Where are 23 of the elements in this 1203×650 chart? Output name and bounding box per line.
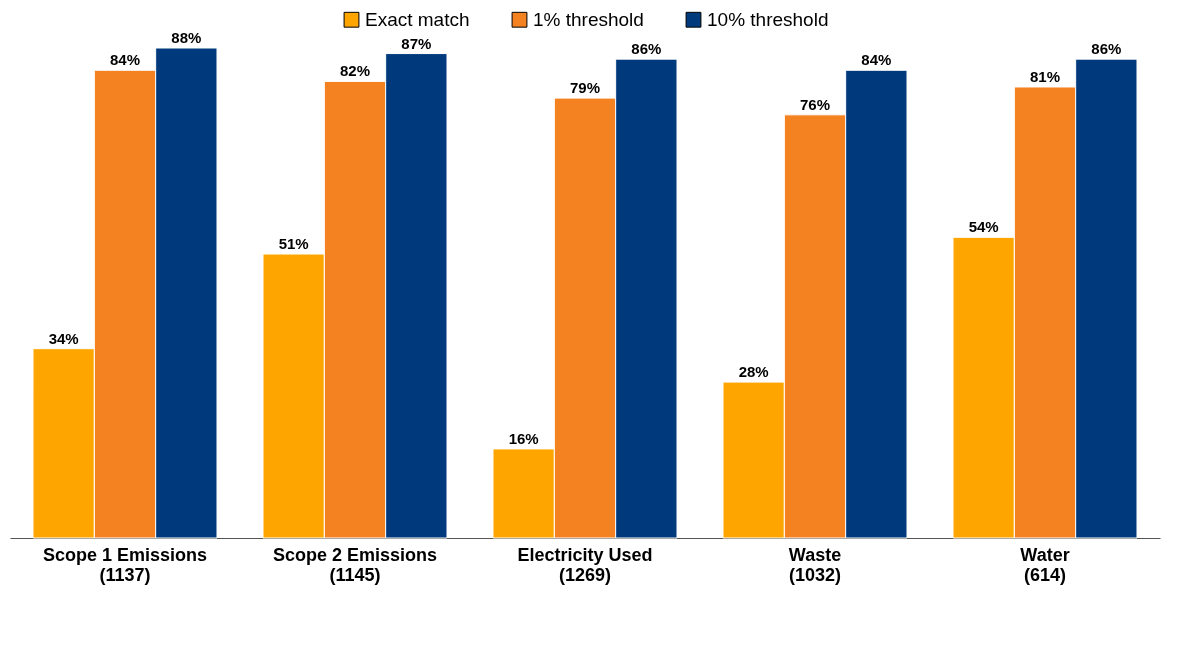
data-label: 79% — [569, 79, 601, 97]
data-label: 86% — [1091, 40, 1122, 58]
x-tick-label: Scope 1 Emissions (1137) — [42, 544, 208, 585]
data-label: 88% — [171, 29, 202, 46]
data-label: 84% — [109, 51, 141, 69]
data-label: 51% — [278, 235, 309, 253]
data-label: 81% — [1029, 67, 1061, 85]
data-label: 84% — [861, 51, 892, 69]
data-label: 86% — [631, 40, 662, 58]
x-tick-label: Water (614) — [1020, 544, 1070, 585]
legend-label: 10% threshold — [707, 8, 829, 30]
data-label: 34% — [48, 329, 79, 347]
data-label: 76% — [799, 95, 831, 113]
x-tick-label: Waste (1032) — [788, 544, 842, 585]
data-label: 87% — [401, 34, 432, 52]
data-label: 54% — [968, 218, 999, 236]
x-tick-label: Scope 2 Emissions (1145) — [272, 544, 438, 585]
data-label: 16% — [508, 429, 539, 447]
data-label: 82% — [339, 62, 371, 80]
legend-label: 1% threshold — [533, 8, 644, 30]
x-tick-label: Electricity Used (1269) — [517, 544, 653, 585]
legend-label: Exact match — [365, 8, 470, 30]
data-label: 28% — [738, 363, 769, 381]
